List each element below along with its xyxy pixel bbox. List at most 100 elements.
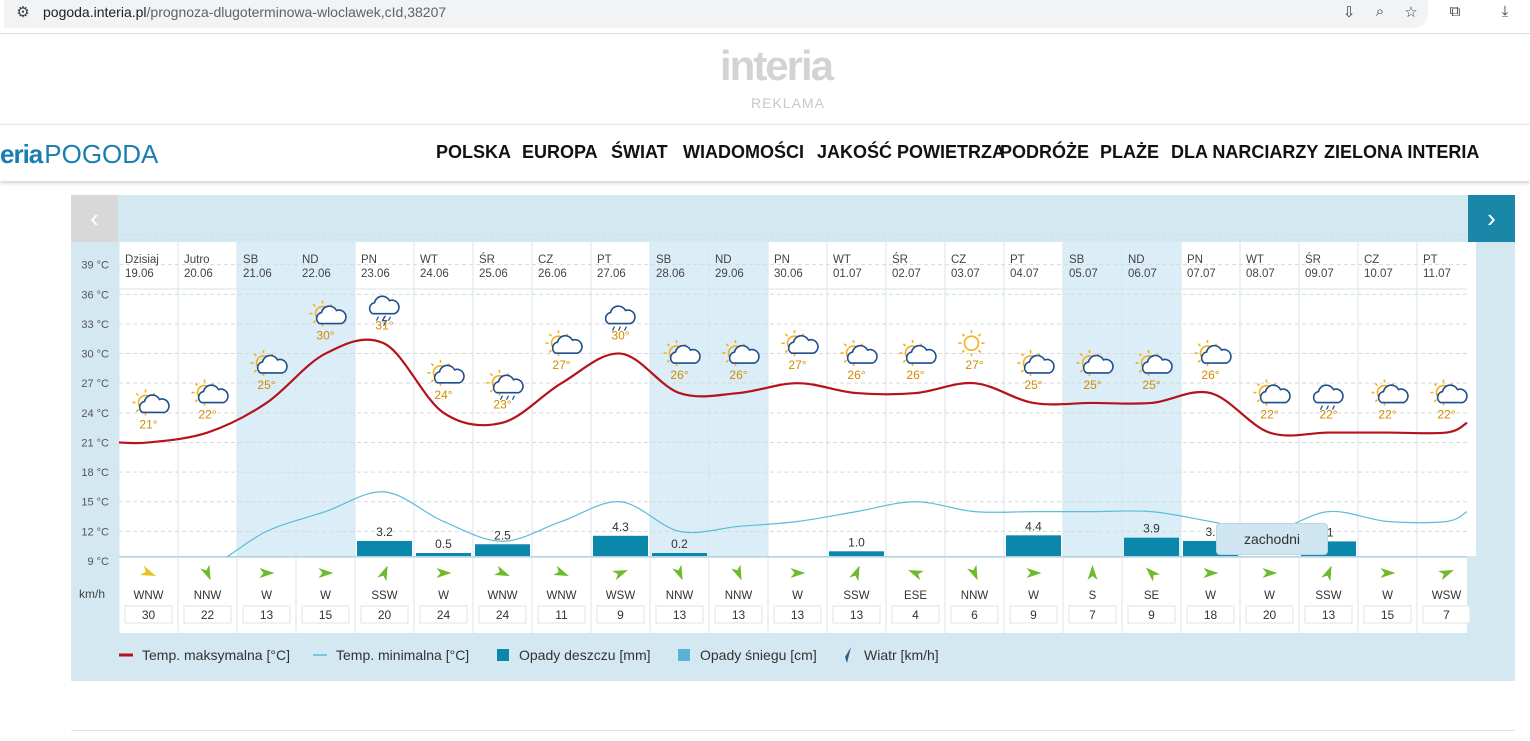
wind-arrow-icon [1203, 568, 1219, 578]
wind-direction-label: NNW [961, 590, 989, 602]
prev-button[interactable]: ‹ [71, 195, 118, 242]
nav-podroze[interactable]: PODRÓŻE [1000, 142, 1090, 162]
wind-direction-label: WNW [133, 590, 163, 602]
wind-arrow-icon [731, 564, 742, 581]
date-label: 30.06 [774, 268, 803, 280]
wind-speed-label: 11 [555, 608, 568, 622]
bookmark-star-icon[interactable]: ☆ [1404, 4, 1418, 21]
cloud-shape [551, 334, 583, 354]
wind-direction-label: SE [1144, 590, 1160, 602]
sun-ray [548, 349, 552, 353]
day-label: PN [361, 254, 377, 266]
nav-plaze[interactable]: PLAŻE [1100, 142, 1160, 162]
wind-direction-label: SSW [843, 590, 869, 602]
rain-drops [499, 395, 516, 400]
nav-swiat[interactable]: ŚWIAT [611, 142, 668, 162]
address-bar[interactable]: ⚙ pogoda.interia.pl/prognoza-dlugotermin… [4, 0, 1428, 28]
nav-jakosc-powietrza[interactable]: JAKOŚĆ POWIETRZA [817, 142, 1006, 162]
sun-ray [1138, 353, 1142, 357]
wind-direction-label: W [1205, 590, 1216, 602]
max-temp-label: 31° [375, 319, 393, 333]
wind-speed-label: 9 [1030, 608, 1037, 622]
day-label: CZ [1364, 254, 1379, 266]
nav-europa[interactable]: EUROPA [522, 142, 598, 162]
wind-arrow-icon [1145, 567, 1160, 582]
max-temp-label: 26° [847, 368, 865, 382]
wind-speed-box [242, 605, 291, 624]
wind-direction-label: W [792, 590, 803, 602]
max-temp-label: 22° [1378, 408, 1396, 422]
wind-speed-label: 9 [1148, 608, 1155, 622]
rain-value-label: 4.4 [1025, 519, 1042, 533]
day-label: SB [1069, 254, 1085, 266]
day-label: SB [656, 254, 672, 266]
legend-label: Wiatr [km/h] [864, 647, 939, 663]
wind-direction-label: WNW [487, 590, 517, 602]
sun-cloud-icon [132, 389, 170, 416]
wind-arrow-shape [494, 565, 510, 577]
wind-arrow-shape [200, 564, 211, 581]
wind-arrow-icon [1321, 565, 1332, 582]
brand-logo-left: eria [0, 139, 43, 169]
wind-speed-box [124, 605, 173, 624]
y-tick-label: 30 °C [81, 349, 109, 361]
day-label: PT [1423, 254, 1438, 266]
sun-cloud-icon [1135, 349, 1173, 376]
cloud-shape [669, 344, 701, 364]
wind-direction-label: W [438, 590, 449, 602]
wind-speed-box [1127, 605, 1176, 624]
wind-speed-box [301, 605, 350, 624]
max-temp-label: 22° [1319, 408, 1337, 422]
sun-cloud-icon [781, 330, 819, 357]
nav-dla-narciarzy[interactable]: DLA NARCIARZY [1171, 142, 1319, 162]
date-label: 25.06 [479, 268, 508, 280]
nav-polska[interactable]: POLSKA [436, 142, 512, 162]
site-settings-icon[interactable]: ⚙ [16, 4, 30, 21]
wind-speed-box [950, 605, 999, 624]
wind-speed-box [183, 605, 232, 624]
wind-arrow-shape [1145, 567, 1160, 582]
wind-direction-label: S [1089, 590, 1097, 602]
max-temp-label: 25° [257, 378, 275, 392]
max-temp-label: 26° [906, 368, 924, 382]
next-button[interactable]: › [1468, 195, 1515, 242]
legend-rain-swatch [497, 649, 509, 661]
max-temp-label: 25° [1083, 378, 1101, 392]
ad-banner[interactable] [0, 34, 1530, 124]
address-bar-url[interactable]: pogoda.interia.pl/prognoza-dlugoterminow… [43, 4, 446, 20]
cloud-shape [1200, 344, 1232, 364]
nav-wiadomosci[interactable]: WIADOMOŚCI [683, 142, 804, 162]
day-label: ŚR [479, 253, 495, 266]
wind-direction-label: W [1264, 590, 1275, 602]
day-label: SB [243, 254, 259, 266]
wind-speed-box [1304, 605, 1353, 624]
sun-ray [978, 349, 982, 353]
sun-ray [1138, 369, 1142, 373]
max-temp-label: 30° [611, 329, 629, 343]
sun-ray [253, 369, 257, 373]
wind-arrow-shape [1087, 565, 1098, 580]
sun-ray [1079, 353, 1083, 357]
wind-direction-label: NNW [194, 590, 222, 602]
sun-cloud-icon [545, 330, 583, 357]
date-label: 09.07 [1305, 268, 1334, 280]
wind-arrow-shape [436, 568, 452, 578]
cloud-rain-icon [1312, 384, 1344, 410]
wind-arrow-icon [849, 565, 860, 582]
nav-zielona-interia[interactable]: ZIELONA INTERIA [1324, 142, 1480, 162]
download-icon[interactable]: ⤓ [1501, 3, 1509, 20]
legend-snow-swatch [678, 649, 690, 661]
sun-ray [1020, 353, 1024, 357]
extensions-icon[interactable]: ⧉ [1449, 3, 1461, 20]
install-app-icon[interactable]: ⇩ [1342, 4, 1356, 21]
wind-speed-box [1068, 605, 1117, 624]
date-label: 10.07 [1364, 268, 1393, 280]
sun-ray [135, 408, 139, 413]
cloud-shape [1023, 354, 1055, 374]
zoom-icon[interactable]: ⌕ [1375, 3, 1385, 20]
brand-logo[interactable]: eriaPOGODA [0, 139, 158, 170]
cloud-shape [1259, 384, 1291, 404]
sun-ray [1079, 369, 1083, 373]
sun-ray [843, 343, 847, 347]
wind-arrow-icon [908, 569, 924, 581]
